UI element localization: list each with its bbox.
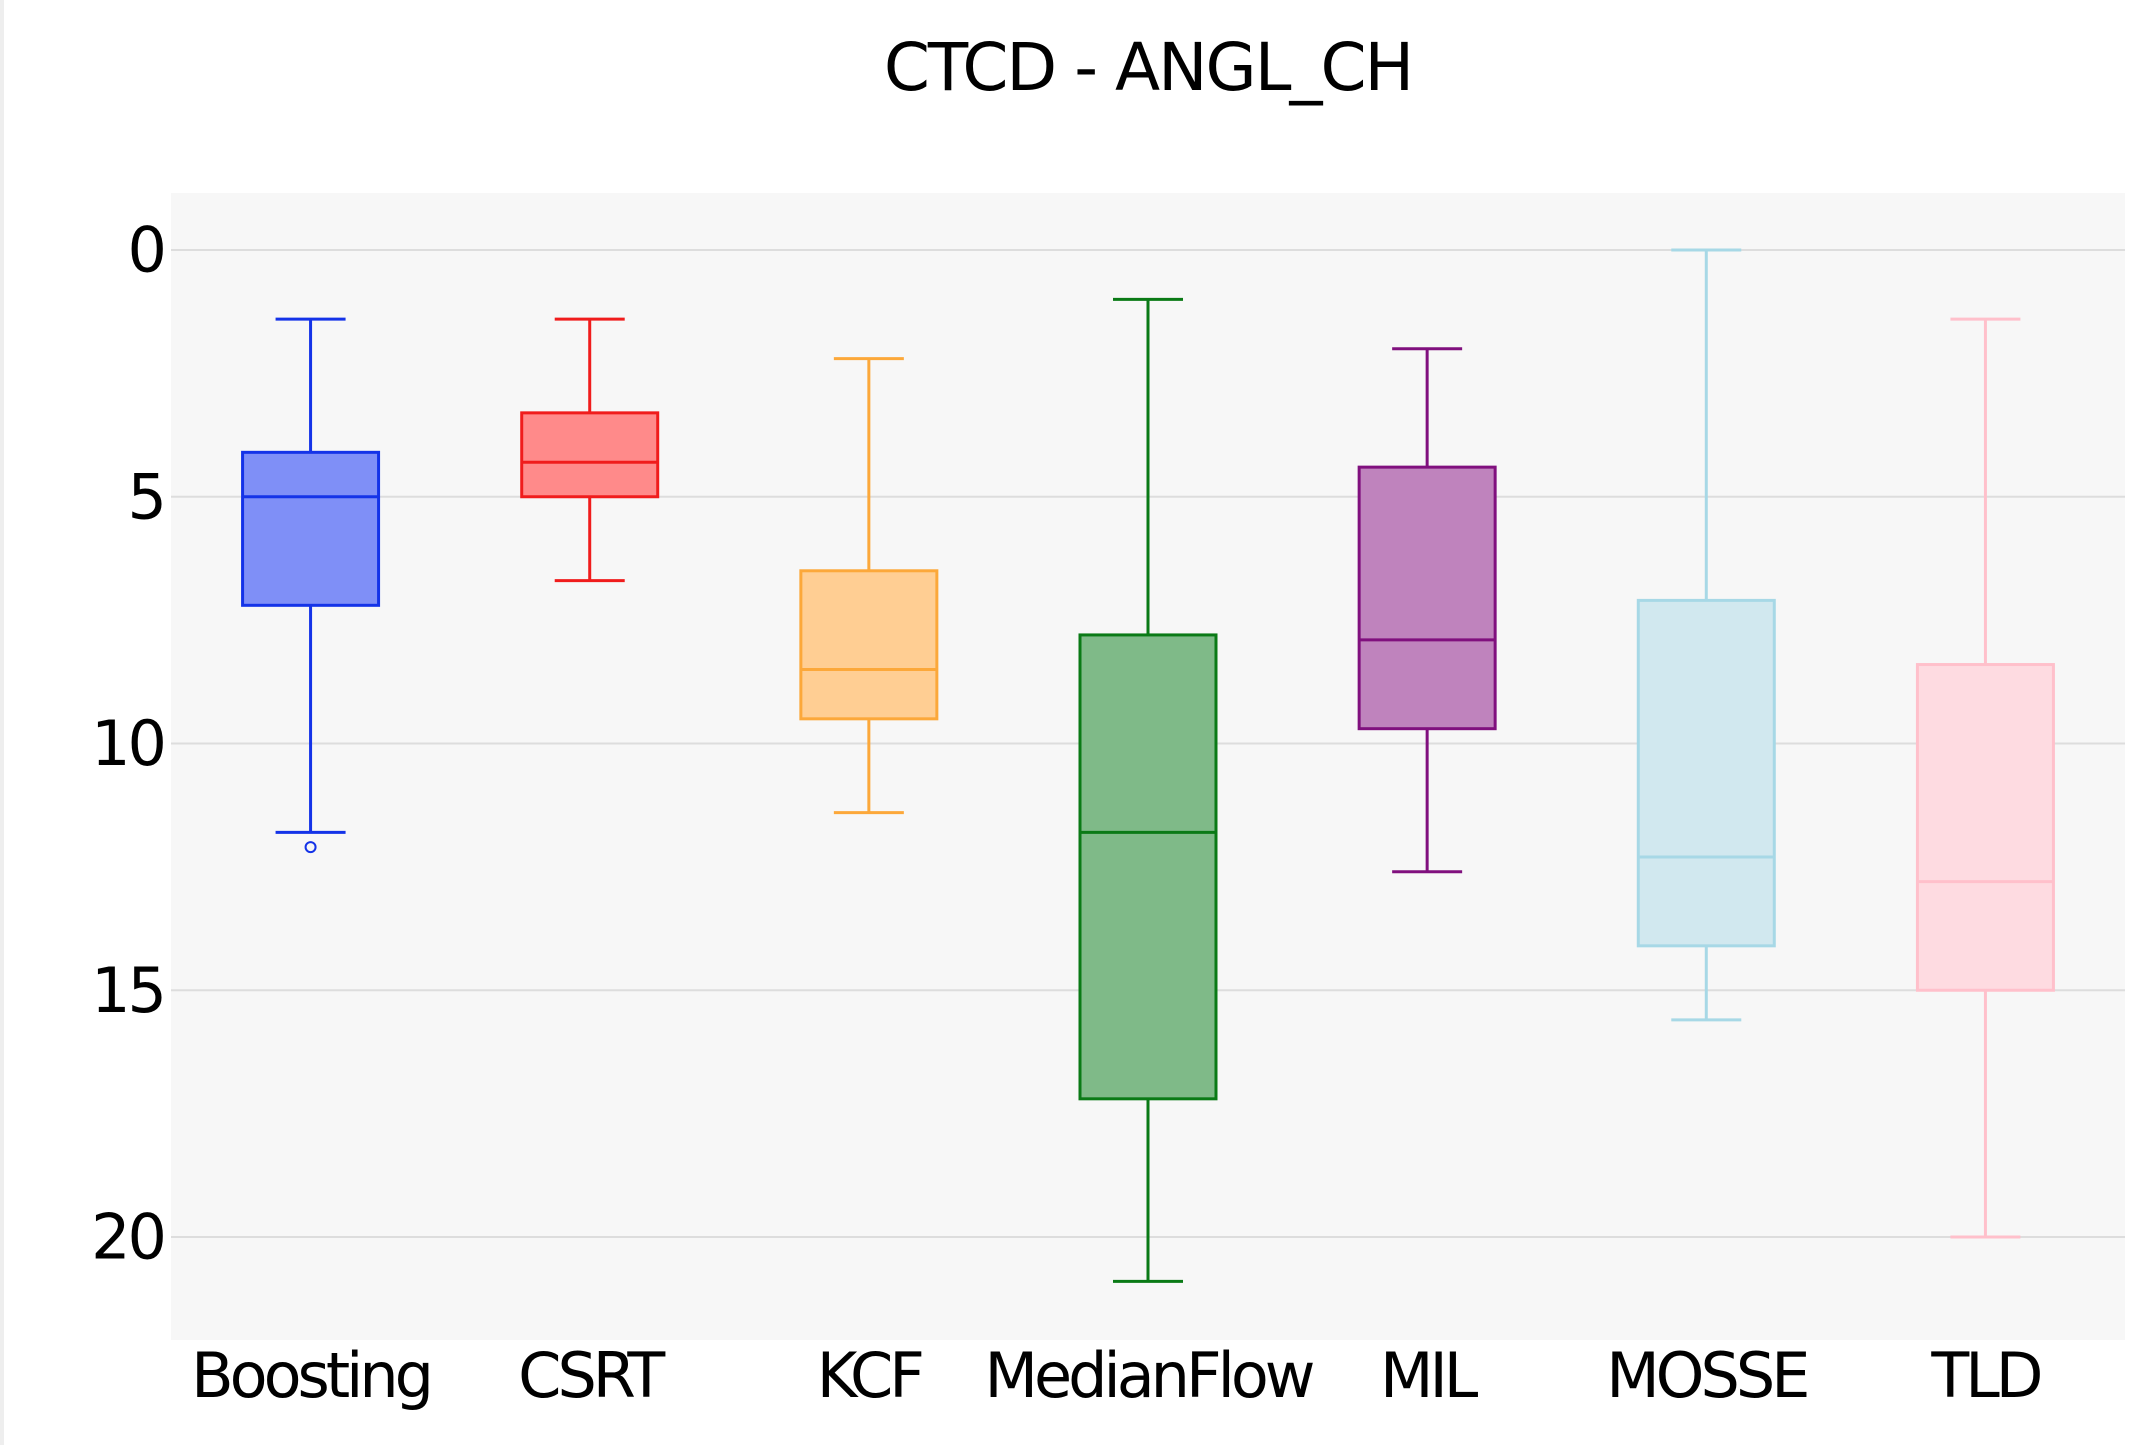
x-tick-label-mil: MIL (1380, 1339, 1479, 1412)
box-body-mil (1357, 465, 1497, 731)
box-series (241, 248, 2055, 1283)
y-tick-label-15: 15 (91, 954, 164, 1027)
box-body-kcf (799, 569, 939, 721)
box-csrt (520, 317, 660, 583)
chart-title: CTCD - ANGL_CH (884, 29, 1412, 106)
box-body-csrt (520, 411, 660, 499)
y-axis-ticks: 0 5 10 15 20 (91, 214, 167, 1274)
x-tick-label-mosse: MOSSE (1606, 1339, 1807, 1412)
box-body-mosse (1636, 598, 1776, 948)
y-tick-label-5: 5 (128, 460, 164, 533)
box-tld (1915, 317, 2055, 1239)
box-boosting (241, 317, 381, 854)
x-tick-label-boosting: Boosting (191, 1339, 430, 1412)
box-kcf (799, 357, 939, 815)
chart-svg: 0 5 10 15 20 Boosting CSRT KCF MedianFlow MIL MOS… (91, 29, 2125, 1412)
box-body-medianflow (1078, 633, 1218, 1101)
x-axis-ticks: Boosting CSRT KCF MedianFlow MIL MOSSE TLD (191, 1339, 2045, 1412)
x-tick-label-csrt: CSRT (518, 1339, 666, 1412)
y-tick-label-20: 20 (91, 1201, 164, 1274)
x-tick-label-kcf: KCF (817, 1339, 923, 1412)
outlier-boosting-0 (304, 841, 317, 854)
y-tick-label-0: 0 (128, 214, 164, 287)
box-body-tld (1915, 663, 2055, 992)
box-mil (1357, 347, 1497, 874)
box-body-boosting (241, 450, 381, 607)
x-tick-label-tld: TLD (1930, 1339, 2040, 1412)
x-tick-label-medianflow: MedianFlow (984, 1339, 1313, 1412)
box-mosse (1636, 248, 1776, 1022)
box-medianflow (1078, 297, 1218, 1283)
y-tick-label-10: 10 (91, 707, 164, 780)
